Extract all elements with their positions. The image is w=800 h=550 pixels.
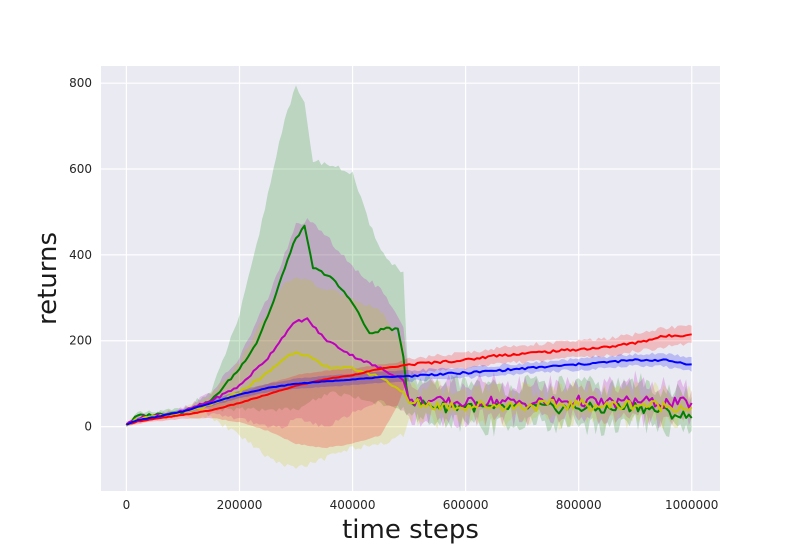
x-tick-label: 600000 <box>443 498 489 512</box>
x-tick-label: 800000 <box>556 498 602 512</box>
series-line-1 <box>125 317 693 426</box>
series-band-3 <box>126 324 692 449</box>
series-lines <box>125 224 693 427</box>
x-tick-label: 400000 <box>330 498 376 512</box>
y-tick-label: 400 <box>69 248 92 262</box>
grid-lines <box>101 66 720 491</box>
x-tick-label: 200000 <box>217 498 263 512</box>
plot-area-background <box>101 66 720 491</box>
series-band-0 <box>126 85 692 438</box>
x-tick-label: 0 <box>123 498 131 512</box>
y-tick-label: 800 <box>69 76 92 90</box>
y-axis-title: returns <box>33 232 63 325</box>
series-band-1 <box>126 218 692 429</box>
series-line-3 <box>126 333 692 426</box>
y-tick-label: 200 <box>69 334 92 348</box>
x-tick-label: 1000000 <box>665 498 718 512</box>
y-tick-label: 600 <box>69 162 92 176</box>
series-band-2 <box>126 276 692 469</box>
confidence-bands <box>126 85 692 469</box>
series-band-4 <box>126 352 692 426</box>
series-line-4 <box>126 358 692 426</box>
x-tick-labels: 0 200000 400000 600000 800000 1000000 <box>123 498 719 512</box>
x-axis-title: time steps <box>342 515 479 545</box>
y-tick-labels: 0 200 400 600 800 <box>69 76 92 433</box>
y-tick-label: 0 <box>84 420 92 434</box>
